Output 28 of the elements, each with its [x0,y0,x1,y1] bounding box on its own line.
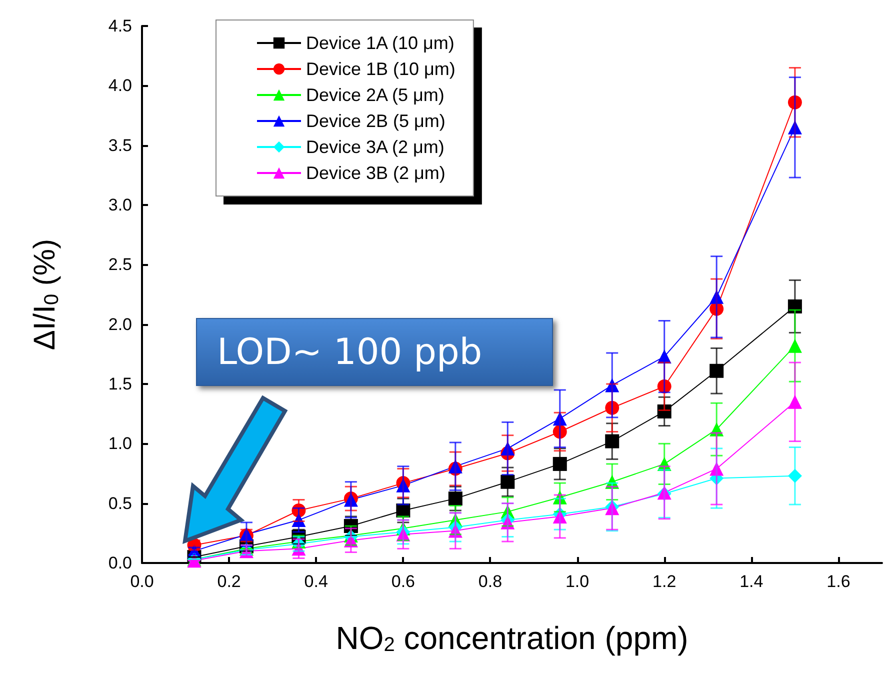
y-tick-label: 3.0 [108,196,132,214]
x-tick-label: 1.4 [740,572,764,591]
y-tick-label: 4.5 [108,16,132,36]
legend-label: Device 2A (5 μm) [306,85,444,105]
x-tick-label: 0.0 [130,572,154,591]
y-tick-label: 3.5 [108,136,132,155]
y-tick-label: 2.5 [108,255,132,274]
y-axis-title: ΔI/I0 (%) [28,238,63,350]
x-tick-label: 1.0 [565,572,590,591]
legend-label: Device 3A (2 μm) [306,137,444,157]
x-tick-label: 1.2 [652,572,676,591]
legend-label: Device 2B (5 μm) [306,111,446,131]
y-tick-label: 1.0 [108,434,132,454]
legend-label: Device 3B (2 μm) [306,163,446,183]
x-tick-label: 0.8 [478,572,502,591]
x-tick-label: 1.6 [826,572,850,591]
y-tick-label: 0.0 [108,554,132,572]
x-axis-title: NO2 concentration (ppm) [336,620,688,656]
y-tick-label: 1.5 [108,374,132,394]
legend-label: Device 1A (10 μm) [306,33,454,53]
y-tick-label: 0.5 [108,494,132,513]
annotation: LOD~ 100 ppb [196,318,553,386]
y-tick-label: 2.0 [108,314,132,334]
x-tick-label: 0.6 [391,572,415,591]
x-tick-label: 0.2 [217,572,241,591]
legend-label: Device 1B (10 μm) [306,59,456,79]
x-tick-label: 0.4 [304,572,328,591]
y-tick-label: 4.0 [108,76,132,96]
